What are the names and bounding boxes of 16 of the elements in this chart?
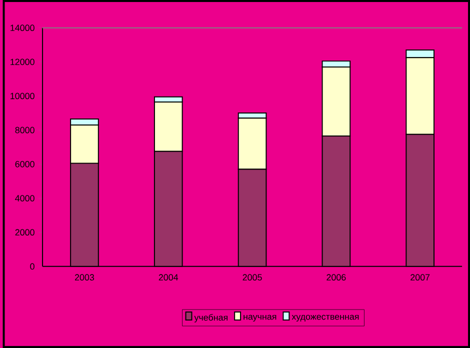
y-tick-label: 8000 (15, 126, 34, 134)
x-tick-label: 2007 (410, 274, 430, 281)
x-tick-label: 2006 (326, 274, 346, 281)
y-tick-label: 4000 (15, 195, 34, 202)
y-tick-label: 14000 (10, 24, 34, 32)
x-tick-label: 2003 (74, 274, 94, 281)
legend-label: учебная (194, 314, 228, 322)
x-tick-label: 2004 (158, 274, 178, 281)
legend-label: художественная (292, 314, 359, 322)
y-tick-label: 2000 (15, 229, 34, 236)
y-tick-label: 6000 (15, 161, 34, 168)
y-tick-label: 10000 (10, 92, 34, 100)
legend-label: научная (244, 314, 276, 322)
y-tick-label: 12000 (10, 58, 34, 66)
y-tick-label: 0 (30, 263, 34, 270)
x-tick-label: 2005 (242, 274, 262, 281)
